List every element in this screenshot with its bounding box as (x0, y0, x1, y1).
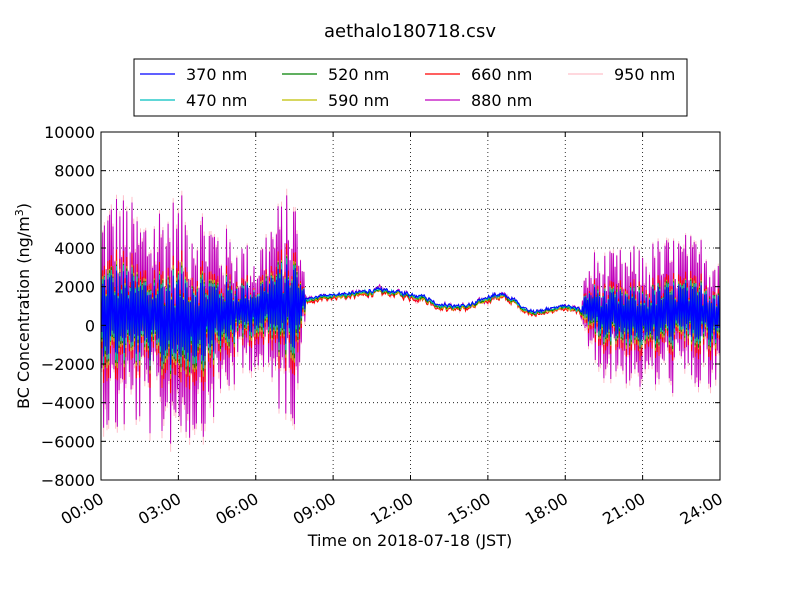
legend-label: 370 nm (186, 65, 247, 84)
series-line (101, 264, 720, 365)
series-layer (101, 188, 720, 452)
x-axis-label: Time on 2018-07-18 (JST) (307, 531, 512, 550)
y-tick-label: 4000 (54, 239, 95, 258)
legend-label: 520 nm (328, 65, 389, 84)
legend-label: 950 nm (614, 65, 675, 84)
y-tick-label: −8000 (41, 471, 95, 490)
y-axis-label: BC Concentration (ng/m3) (13, 203, 33, 409)
chart-title: aethalo180718.csv (324, 21, 496, 42)
y-axis-label-end: ) (14, 203, 33, 209)
y-tick-label: 2000 (54, 278, 95, 297)
legend-label: 660 nm (471, 65, 532, 84)
legend: 370 nm 470 nm 520 nm 590 nm 660 nm 880 nm 950 … (133, 58, 688, 117)
y-tick-label: −4000 (41, 394, 95, 413)
series-line (101, 243, 720, 394)
legend-label: 590 nm (328, 91, 389, 110)
legend-label: 470 nm (186, 91, 247, 110)
legend-box (133, 58, 688, 117)
y-tick-label: −6000 (41, 432, 95, 451)
y-tick-label: 10000 (44, 123, 95, 142)
legend-label: 880 nm (471, 91, 532, 110)
y-axis-label-main: BC Concentration (ng/m (14, 216, 33, 409)
y-tick-label: 0 (85, 316, 95, 335)
y-tick-label: 8000 (54, 162, 95, 181)
y-tick-label: 6000 (54, 200, 95, 219)
y-axis-label-sup: 3 (13, 209, 26, 216)
y-tick-label: −2000 (41, 355, 95, 374)
